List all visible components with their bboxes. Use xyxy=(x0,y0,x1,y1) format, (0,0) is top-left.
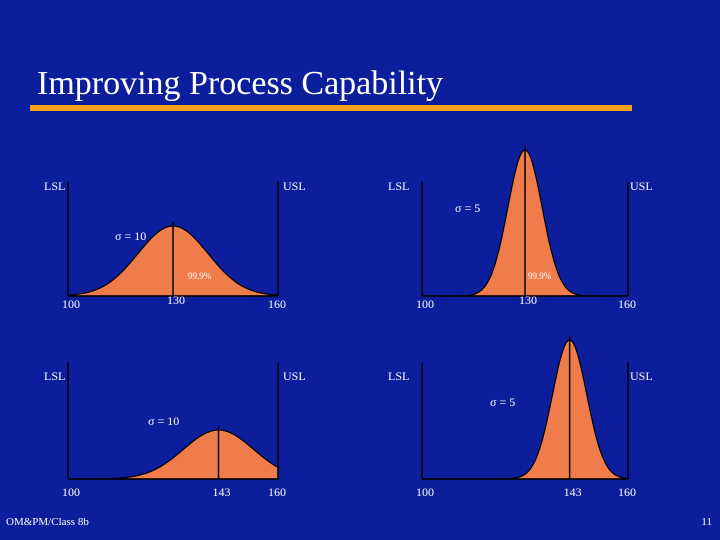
bottom-right-usl-label: USL xyxy=(630,369,653,383)
bottom-left-distribution-curve xyxy=(68,429,279,480)
top-right-coverage-label: 99.9% xyxy=(528,271,552,281)
bottom-right-lsl-label: LSL xyxy=(388,369,409,383)
top-left-tick-label: 160 xyxy=(268,297,286,311)
bottom-left-tick-label: 100 xyxy=(62,485,80,499)
top-right-tick-label: 130 xyxy=(519,293,537,307)
top-left-sigma-label: σ = 10 xyxy=(115,229,146,243)
footer-course-label: OM&PM/Class 8b xyxy=(6,516,89,528)
top-right-tick-label: 160 xyxy=(618,297,636,311)
title-underline xyxy=(30,105,632,111)
top-right-sigma-label: σ = 5 xyxy=(455,201,480,215)
bottom-right-tick-label: 100 xyxy=(416,485,434,499)
slide-title: Improving Process Capability xyxy=(37,65,444,102)
page-number: 11 xyxy=(701,516,712,528)
top-left-coverage-label: 99.9% xyxy=(188,271,212,281)
top-right-tick-label: 100 xyxy=(416,297,434,311)
top-left-tick-label: 100 xyxy=(62,297,80,311)
bottom-right-tick-label: 160 xyxy=(618,485,636,499)
top-left-usl-label: USL xyxy=(283,179,306,193)
top-left-lsl-label: LSL xyxy=(44,179,65,193)
top-right-lsl-label: LSL xyxy=(388,179,409,193)
bottom-right-sigma-label: σ = 5 xyxy=(490,395,515,409)
bottom-left-usl-label: USL xyxy=(283,369,306,383)
bottom-right-distribution-curve xyxy=(422,339,629,480)
bottom-left-tick-label: 143 xyxy=(213,485,231,499)
top-right-usl-label: USL xyxy=(630,179,653,193)
top-left-tick-label: 130 xyxy=(167,293,185,307)
bottom-left-sigma-label: σ = 10 xyxy=(148,414,179,428)
bottom-left-lsl-label: LSL xyxy=(44,369,65,383)
bottom-left-tick-label: 160 xyxy=(268,485,286,499)
bottom-right-tick-label: 143 xyxy=(564,485,582,499)
